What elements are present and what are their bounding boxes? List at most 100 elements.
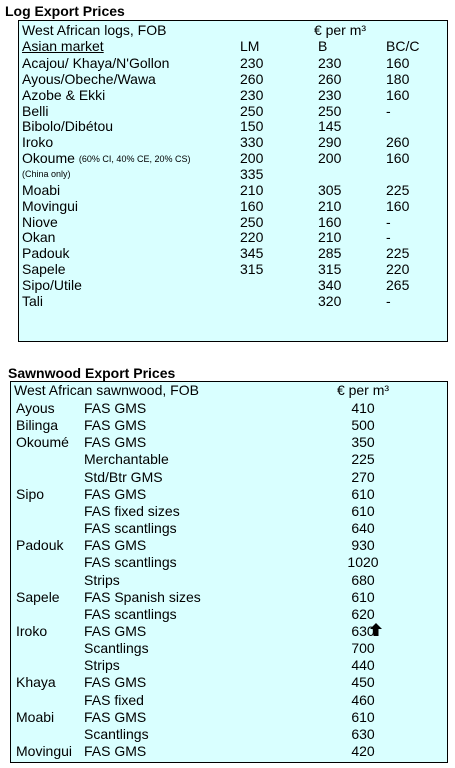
grade-name: FAS GMS — [84, 622, 147, 639]
price-cell: 630 — [351, 725, 375, 742]
grade-name: FAS scantlings — [84, 520, 177, 537]
price-cell: 230 — [318, 55, 342, 71]
sawnwood-table — [10, 381, 448, 763]
species-name: Padouk — [22, 245, 70, 262]
grade-name: Scantlings — [84, 640, 149, 657]
price-cell: 620 — [351, 605, 375, 622]
grade-name: FAS GMS — [84, 743, 147, 759]
price-cell: 350 — [351, 434, 375, 451]
price-cell: 180 — [386, 70, 410, 87]
column-header: LM — [240, 38, 260, 54]
price-cell: 225 — [386, 245, 410, 262]
column-header: Asian market — [22, 38, 104, 54]
table-header: West African sawnwood, FOB — [14, 382, 199, 398]
species-note: (China only) — [22, 168, 71, 179]
price-cell: 610 — [351, 485, 375, 502]
species-name: Niove — [22, 213, 58, 230]
price-cell: - — [386, 213, 391, 230]
price-cell: 290 — [318, 134, 342, 151]
price-cell: 500 — [351, 417, 375, 434]
price-cell: 630 — [351, 622, 375, 639]
unit-header: € per m³ — [313, 22, 367, 38]
price-cell: 320 — [318, 292, 342, 309]
unit-header: € per m³ — [336, 382, 390, 398]
price-cell: 420 — [351, 743, 375, 759]
grade-name: FAS scantlings — [84, 605, 177, 622]
table-header: West African logs, FOB — [22, 22, 167, 38]
price-cell: 225 — [386, 181, 410, 198]
species-name: Movingui — [22, 197, 79, 214]
species-name: Acajou/ Khaya/N'Gollon — [22, 55, 170, 71]
grade-name: Merchantable — [84, 451, 169, 468]
price-cell: 260 — [240, 70, 264, 87]
price-cell: 200 — [318, 150, 342, 167]
price-cell: 250 — [240, 102, 264, 119]
price-cell: 450 — [351, 674, 375, 691]
price-cell: 210 — [240, 181, 264, 198]
section-title: Log Export Prices — [5, 3, 125, 19]
price-cell: 225 — [351, 451, 375, 468]
price-cell: 160 — [386, 55, 410, 71]
species-name: Moabi — [22, 181, 61, 198]
grade-name: FAS scantlings — [84, 554, 177, 571]
species-name: Padouk — [16, 537, 64, 554]
price-cell: 460 — [351, 691, 375, 708]
price-cell: 250 — [240, 213, 264, 230]
section-title: Sawnwood Export Prices — [8, 365, 176, 381]
species-note: (60% CI, 40% CE, 20% CS) — [78, 154, 191, 165]
price-cell: 305 — [318, 181, 342, 198]
price-cell: 265 — [386, 276, 410, 293]
price-cell: 330 — [240, 134, 264, 151]
price-cell: - — [386, 292, 391, 309]
price-cell: 260 — [386, 134, 410, 151]
price-cell: 315 — [318, 261, 342, 278]
price-cell: 160 — [240, 197, 264, 214]
species-name: Bibolo/Dibétou — [22, 118, 114, 135]
price-cell: 200 — [240, 150, 264, 167]
species-name: Iroko — [22, 134, 54, 151]
price-cell: 340 — [318, 276, 342, 293]
species-name: Movingui — [16, 743, 73, 759]
price-cell: 145 — [318, 118, 342, 135]
column-header: BC/C — [386, 38, 420, 54]
species-name: Okoumé — [16, 434, 69, 451]
grade-name: FAS GMS — [84, 485, 147, 502]
up-arrow-icon — [370, 623, 382, 636]
species-name: Sapele — [16, 588, 60, 605]
grade-name: Strips — [84, 571, 120, 588]
price-cell: 410 — [351, 400, 375, 416]
price-cell: 250 — [318, 102, 342, 119]
price-cell: 440 — [351, 657, 375, 674]
price-cell: 230 — [240, 55, 264, 71]
price-cell: 285 — [318, 245, 342, 262]
grade-name: Std/Btr GMS — [84, 468, 163, 485]
price-cell: 610 — [351, 588, 375, 605]
grade-name: Scantlings — [84, 725, 149, 742]
price-cell: 220 — [386, 261, 410, 278]
price-cell: 610 — [351, 708, 375, 725]
species-name: Sipo — [16, 485, 45, 502]
grade-name: FAS fixed — [84, 691, 144, 708]
grade-name: FAS GMS — [84, 400, 147, 416]
grade-name: FAS GMS — [84, 537, 147, 554]
species-name: Belli — [22, 102, 49, 119]
column-header: B — [318, 38, 328, 54]
price-cell: 270 — [351, 468, 375, 485]
species-name: Tali — [22, 292, 44, 309]
price-cell: 210 — [318, 197, 342, 214]
price-cell: 345 — [240, 245, 264, 262]
price-cell: 700 — [351, 640, 375, 657]
species-name: Ayous/Obeche/Wawa — [22, 70, 156, 87]
price-cell: 220 — [240, 229, 264, 246]
price-cell: 335 — [240, 165, 264, 182]
price-cell: - — [386, 229, 391, 246]
price-cell: 150 — [240, 118, 264, 135]
price-cell: 260 — [318, 70, 342, 87]
grade-name: FAS GMS — [84, 708, 147, 725]
price-cell: 210 — [318, 229, 342, 246]
species-name: Ayous — [16, 400, 55, 416]
log-table — [18, 20, 448, 342]
species-name: Sipo/Utile — [22, 276, 82, 293]
species-name: Azobe & Ekki — [22, 86, 106, 103]
